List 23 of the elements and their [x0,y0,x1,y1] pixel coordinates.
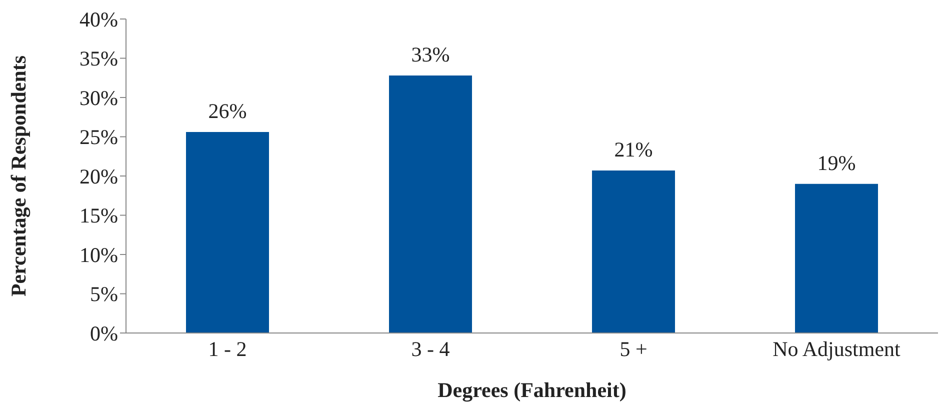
y-tick-label: 10% [80,242,118,267]
bar [389,76,472,333]
y-tick-label: 15% [80,204,118,228]
y-tick-label: 5% [90,282,118,306]
y-tick-label: 40% [80,7,118,32]
bar [795,184,878,333]
data-label: 26% [208,99,247,124]
y-tick-label: 20% [80,164,118,188]
x-tick-label: 3 - 4 [411,336,450,361]
data-label: 19% [817,150,856,175]
x-tick-label: 1 - 2 [208,336,247,361]
x-axis-title: Degrees (Fahrenheit) [438,378,626,402]
data-label: 21% [614,138,653,162]
y-tick-label: 30% [80,86,118,110]
y-tick-label: 25% [80,125,118,150]
x-tick-label: 5 + [620,336,648,361]
y-axis-title: Percentage of Respondents [6,55,30,297]
bar [592,170,675,333]
y-tick-label: 35% [80,46,118,71]
x-tick-label: No Adjustment [772,336,901,361]
data-label: 33% [411,42,450,67]
y-tick-label: 0% [90,321,118,346]
bar [186,132,269,333]
